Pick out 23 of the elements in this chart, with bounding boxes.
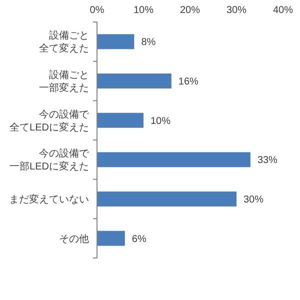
bar (97, 112, 144, 128)
x-tick-label: 20% (180, 5, 200, 16)
bar (97, 74, 172, 88)
bar (97, 230, 125, 246)
x-tick-label: 10% (133, 5, 154, 16)
data-label: 8% (141, 37, 156, 48)
y-tick-label: その他 (59, 232, 89, 245)
data-label: 33% (257, 155, 278, 166)
bar (97, 152, 250, 168)
bar (97, 34, 134, 50)
data-label: 16% (178, 76, 199, 88)
y-tick-label: 設備ごと全て変えた (39, 30, 89, 55)
bar (97, 192, 236, 206)
y-tick-label: 今の設備で全てLEDに変えた (10, 108, 90, 134)
data-label: 30% (244, 194, 264, 206)
x-tick-label: 0% (90, 5, 104, 16)
y-tick-label: 今の設備で一部LEDに変えた (10, 148, 90, 173)
y-tick-label: 設備ごと一部変えた (39, 69, 89, 94)
data-label: 6% (132, 234, 146, 245)
y-tick-label: まだ変えていない (9, 194, 89, 206)
x-tick-label: 40% (272, 5, 294, 16)
data-label: 10% (150, 116, 171, 127)
x-tick-label: 30% (226, 5, 247, 16)
